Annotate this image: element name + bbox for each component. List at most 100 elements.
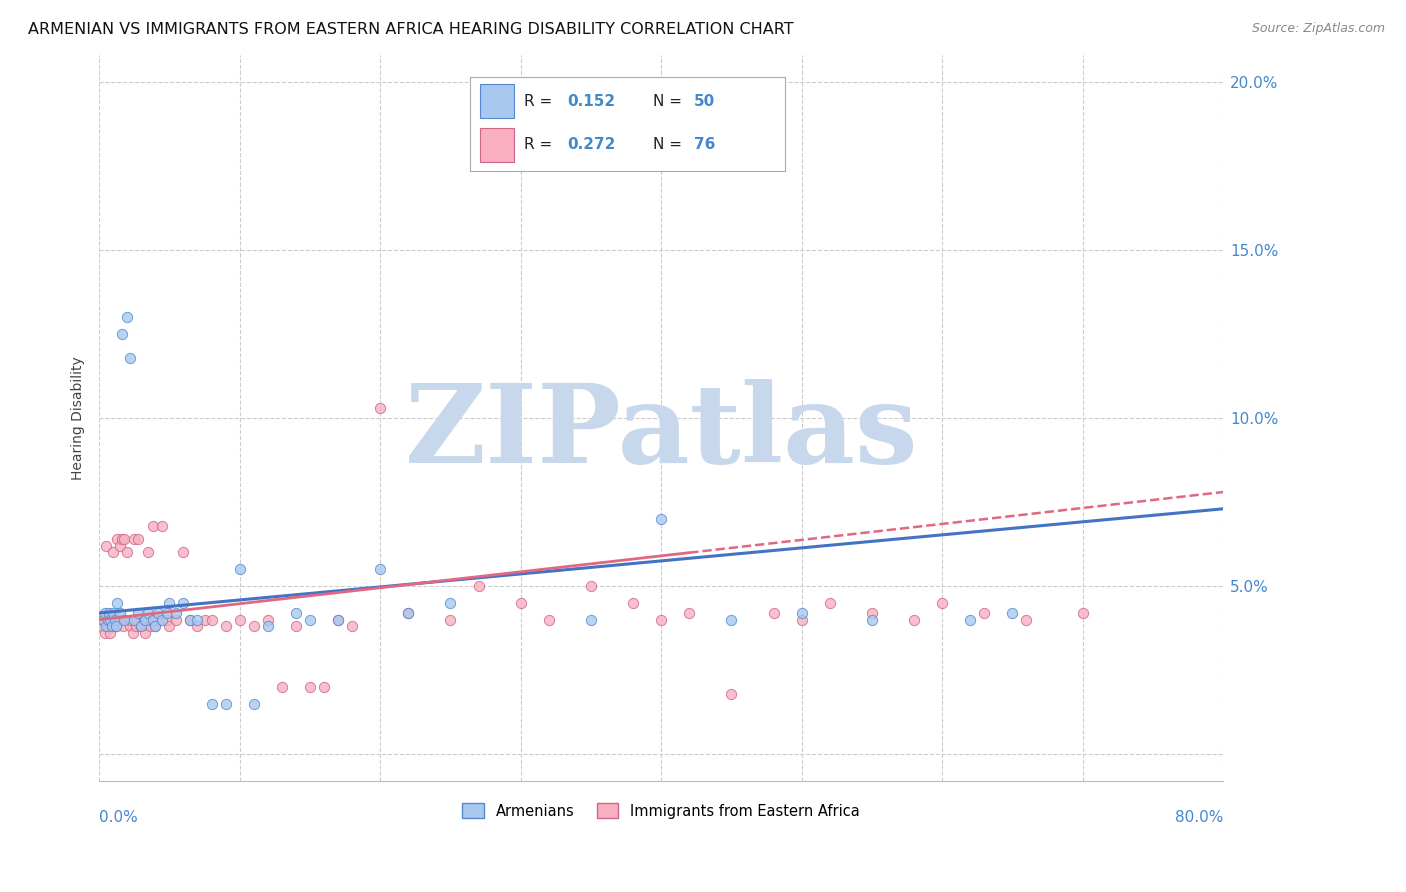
Point bbox=[134, 613, 156, 627]
Point bbox=[150, 518, 173, 533]
Point bbox=[97, 613, 120, 627]
Point bbox=[165, 606, 187, 620]
Point bbox=[214, 619, 236, 633]
Point bbox=[100, 619, 122, 633]
Point bbox=[762, 606, 785, 620]
Point bbox=[959, 613, 981, 627]
Point bbox=[200, 613, 222, 627]
Point bbox=[124, 619, 146, 633]
Point bbox=[143, 619, 166, 633]
Point bbox=[97, 606, 120, 620]
Point bbox=[200, 697, 222, 711]
Point bbox=[93, 613, 115, 627]
Point bbox=[107, 613, 129, 627]
Point bbox=[96, 619, 118, 633]
Point bbox=[104, 619, 127, 633]
Point bbox=[103, 613, 125, 627]
Point bbox=[818, 596, 841, 610]
Point bbox=[139, 613, 162, 627]
Point bbox=[579, 579, 602, 593]
Point bbox=[242, 619, 264, 633]
Point bbox=[141, 613, 163, 627]
Point bbox=[115, 310, 138, 325]
Point bbox=[127, 532, 149, 546]
Point bbox=[150, 613, 173, 627]
Point bbox=[650, 613, 672, 627]
Point bbox=[93, 613, 115, 627]
Point bbox=[256, 613, 278, 627]
Point bbox=[146, 606, 169, 620]
Text: ZIPatlas: ZIPatlas bbox=[405, 379, 918, 486]
Point bbox=[537, 613, 560, 627]
Point bbox=[228, 613, 250, 627]
Point bbox=[143, 619, 166, 633]
Point bbox=[509, 596, 531, 610]
Point bbox=[1015, 613, 1038, 627]
Point bbox=[122, 613, 145, 627]
Point bbox=[256, 619, 278, 633]
Point bbox=[931, 596, 953, 610]
Point bbox=[136, 545, 159, 559]
Point bbox=[368, 562, 391, 576]
Point bbox=[396, 606, 419, 620]
Point bbox=[115, 545, 138, 559]
Point bbox=[720, 613, 742, 627]
Point bbox=[579, 613, 602, 627]
Point bbox=[340, 619, 363, 633]
Point bbox=[94, 606, 117, 620]
Point bbox=[146, 613, 169, 627]
Point bbox=[114, 613, 136, 627]
Text: ARMENIAN VS IMMIGRANTS FROM EASTERN AFRICA HEARING DISABILITY CORRELATION CHART: ARMENIAN VS IMMIGRANTS FROM EASTERN AFRI… bbox=[28, 22, 794, 37]
Point bbox=[118, 351, 141, 365]
Point bbox=[720, 687, 742, 701]
Point bbox=[103, 613, 125, 627]
Point bbox=[135, 613, 157, 627]
Point bbox=[112, 532, 135, 546]
Point bbox=[97, 619, 120, 633]
Point bbox=[157, 596, 180, 610]
Point bbox=[186, 619, 208, 633]
Point bbox=[112, 613, 135, 627]
Point bbox=[650, 512, 672, 526]
Point bbox=[509, 159, 531, 173]
Point bbox=[973, 606, 995, 620]
Point bbox=[186, 613, 208, 627]
Point bbox=[136, 606, 159, 620]
Point bbox=[678, 606, 700, 620]
Point bbox=[860, 613, 883, 627]
Point bbox=[120, 613, 142, 627]
Point bbox=[108, 606, 131, 620]
Point bbox=[129, 619, 152, 633]
Point bbox=[101, 545, 124, 559]
Point bbox=[326, 613, 349, 627]
Point bbox=[121, 626, 143, 640]
Point bbox=[284, 619, 307, 633]
Point bbox=[242, 697, 264, 711]
Point bbox=[91, 619, 114, 633]
Point bbox=[125, 613, 148, 627]
Point bbox=[172, 596, 194, 610]
Point bbox=[98, 613, 121, 627]
Point bbox=[134, 626, 156, 640]
Point bbox=[790, 613, 813, 627]
Point bbox=[228, 562, 250, 576]
Point bbox=[105, 596, 128, 610]
Point bbox=[129, 619, 152, 633]
Point bbox=[439, 613, 461, 627]
Point bbox=[396, 606, 419, 620]
Point bbox=[105, 532, 128, 546]
Point bbox=[284, 606, 307, 620]
Point bbox=[860, 606, 883, 620]
Point bbox=[127, 606, 149, 620]
Point bbox=[104, 619, 127, 633]
Point bbox=[1071, 606, 1094, 620]
Point bbox=[467, 579, 489, 593]
Point bbox=[108, 539, 131, 553]
Point bbox=[122, 532, 145, 546]
Text: 80.0%: 80.0% bbox=[1175, 810, 1223, 825]
Point bbox=[326, 613, 349, 627]
Point bbox=[790, 606, 813, 620]
Point bbox=[165, 613, 187, 627]
Point bbox=[312, 680, 335, 694]
Point bbox=[214, 697, 236, 711]
